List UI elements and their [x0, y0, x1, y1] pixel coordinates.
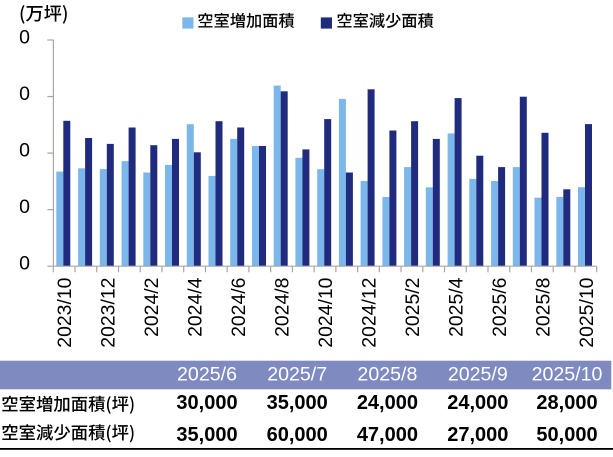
svg-text:0: 0: [19, 140, 30, 162]
svg-text:2024/10: 2024/10: [315, 277, 337, 347]
svg-text:0: 0: [19, 196, 30, 218]
svg-text:2025/8: 2025/8: [357, 363, 417, 385]
svg-text:2023/12: 2023/12: [98, 278, 120, 348]
svg-text:2024/12: 2024/12: [359, 278, 381, 348]
svg-text:27,000: 27,000: [447, 424, 508, 446]
svg-text:2025/6: 2025/6: [489, 278, 511, 337]
svg-text:0: 0: [19, 83, 30, 105]
svg-text:2024/2: 2024/2: [141, 278, 163, 337]
svg-text:60,000: 60,000: [267, 424, 328, 446]
svg-text:2025/6: 2025/6: [177, 363, 237, 385]
svg-text:35,000: 35,000: [267, 392, 328, 414]
svg-text:2025/9: 2025/9: [448, 363, 508, 385]
svg-text:2024/8: 2024/8: [272, 278, 294, 337]
svg-text:50,000: 50,000: [536, 424, 597, 446]
svg-text:2025/2: 2025/2: [402, 278, 424, 337]
svg-text:2024/4: 2024/4: [185, 277, 207, 337]
svg-text:24,000: 24,000: [357, 392, 418, 414]
svg-text:2023/10: 2023/10: [54, 277, 76, 347]
svg-text:28,000: 28,000: [536, 392, 597, 414]
svg-text:0: 0: [19, 253, 30, 275]
svg-text:0: 0: [19, 27, 30, 49]
svg-text:2025/8: 2025/8: [532, 278, 554, 337]
svg-text:2025/4: 2025/4: [445, 277, 467, 337]
svg-text:2025/7: 2025/7: [267, 363, 327, 385]
svg-text:35,000: 35,000: [176, 424, 237, 446]
svg-text:24,000: 24,000: [447, 392, 508, 414]
svg-text:30,000: 30,000: [176, 392, 237, 414]
svg-text:2025/10: 2025/10: [532, 363, 603, 385]
svg-text:47,000: 47,000: [357, 424, 418, 446]
svg-text:2024/6: 2024/6: [228, 278, 250, 337]
svg-text:2025/10: 2025/10: [576, 277, 598, 347]
